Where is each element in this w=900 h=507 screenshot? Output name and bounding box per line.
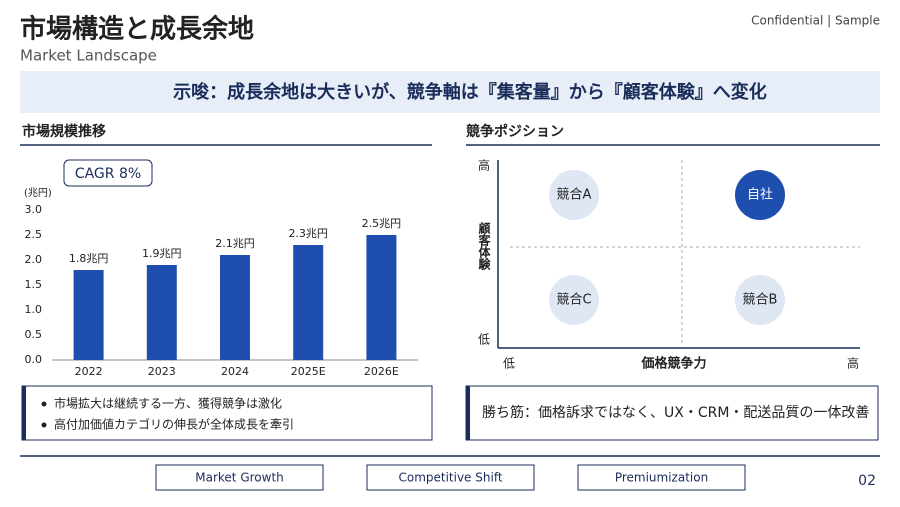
x-tick-label: 2025E: [291, 365, 326, 378]
axis-end: 低: [503, 357, 515, 371]
node: [735, 170, 785, 220]
y-tick-label: 0.0: [25, 353, 43, 366]
node-label: 競合C: [556, 293, 591, 308]
node-label: 競合B: [743, 293, 778, 308]
bullet-dot: [41, 422, 47, 428]
bar-chart: 0.0 0.5 1.0 1.5 2.0 2.5 3.0 2022 1.8兆円 2023 1.9兆円 2…: [25, 203, 418, 378]
subtitle: Market Landscape: [20, 47, 157, 65]
tab[interactable]: [155, 464, 324, 491]
node: [549, 275, 599, 325]
bullet: 高付加価値カテゴリの伸長が全体成長を牽引: [54, 417, 294, 432]
y-tick-label: 1.0: [25, 303, 43, 316]
accent: [466, 386, 470, 440]
x-tick-label: 2022: [75, 365, 103, 378]
axis-end: 低: [478, 333, 490, 347]
conclusion: 勝ち筋：価格訴求ではなく、UX・CRM・配送品質の一体改善: [482, 404, 869, 421]
node-label: 競合A: [557, 188, 592, 203]
badge-box: [63, 159, 153, 187]
axis-label: 顧客体験: [477, 221, 491, 271]
value-label: 2.5兆円: [362, 217, 402, 230]
value-label: 1.9兆円: [142, 247, 182, 260]
y-axis-label: (兆円): [24, 187, 52, 199]
x-tick-label: 2023: [148, 365, 176, 378]
tab[interactable]: [366, 464, 535, 491]
value-label: 2.3兆円: [288, 227, 328, 240]
tab-label[interactable]: Competitive Shift: [398, 471, 502, 485]
value-label: 2.1兆円: [215, 237, 255, 250]
accent: [22, 386, 26, 440]
axis-end: 高: [847, 356, 859, 371]
node: [735, 275, 785, 325]
bar: [366, 235, 397, 360]
heading: 市場規模推移: [22, 123, 106, 140]
bar: [73, 270, 104, 360]
y-tick-label: 3.0: [25, 203, 43, 216]
axis-label: 価格競争力: [640, 356, 706, 372]
bar: [146, 265, 177, 360]
bar: [220, 255, 250, 360]
tab[interactable]: [577, 464, 746, 491]
title: 市場構造と成長余地: [20, 14, 254, 45]
value-label: 1.8兆円: [69, 252, 109, 265]
x-tick-label: 2024: [221, 365, 249, 378]
node-label: 自社: [747, 187, 773, 203]
banner: 示唆：成長余地は大きいが、競争軸は『集客量』から『顧客体験』へ変化: [173, 81, 767, 103]
banner-bg: [20, 71, 880, 113]
page-number: 02: [858, 473, 876, 489]
bullet-box: [21, 385, 433, 441]
y-tick-label: 2.5: [25, 228, 43, 241]
axis-end: 高: [478, 158, 490, 173]
bullet-dot: [41, 401, 47, 407]
x-tick-label: 2026E: [364, 365, 399, 378]
y-tick-label: 1.5: [25, 278, 43, 291]
y-tick-label: 2.0: [25, 253, 43, 266]
bullet: 市場拡大は継続する一方、獲得競争は激化: [54, 396, 282, 411]
bar: [293, 245, 324, 360]
heading: 競争ポジション: [466, 123, 564, 140]
y-tick-label: 0.5: [25, 328, 43, 341]
tab-label[interactable]: Premiumization: [615, 471, 708, 485]
node: [549, 170, 599, 220]
confidential: Confidential | Sample: [751, 14, 880, 28]
badge: CAGR 8%: [75, 166, 141, 182]
tab-label[interactable]: Market Growth: [195, 471, 284, 485]
